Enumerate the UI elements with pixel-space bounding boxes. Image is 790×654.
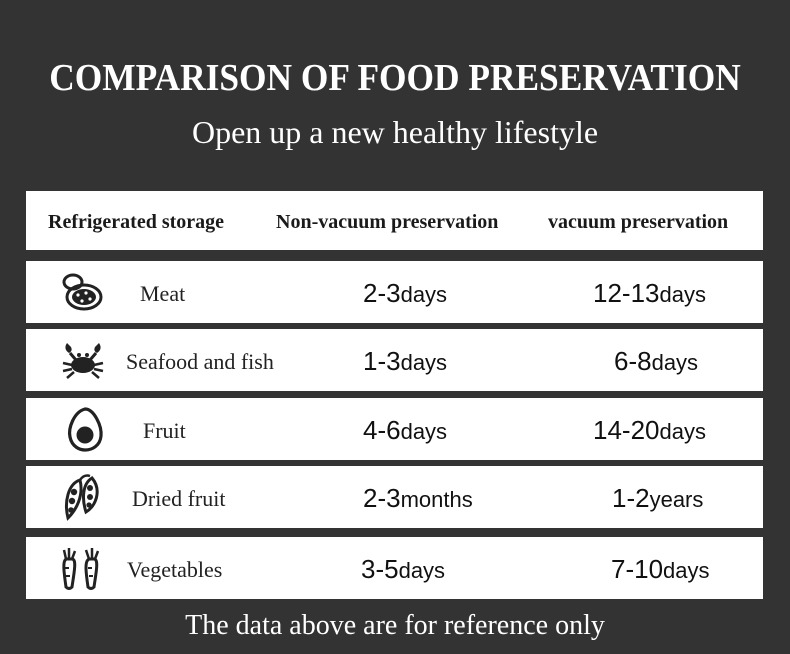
- food-name: Fruit: [143, 418, 186, 443]
- footer-note: The data above are for reference only: [185, 610, 605, 641]
- table-row-dried-fruit: Dried fruit 2-3months 1-2years: [26, 466, 763, 528]
- crab-icon: [58, 335, 108, 385]
- non-vacuum-value: 1-3days: [363, 346, 448, 376]
- peapod-icon: [58, 472, 108, 522]
- page-subtitle: Open up a new healthy lifestyle: [191, 114, 599, 150]
- header-refrigerated-storage: Refrigerated storage: [48, 211, 225, 233]
- meat-icon: [56, 267, 106, 317]
- food-name: Vegetables: [127, 557, 223, 582]
- table-row-seafood: Seafood and fish 1-3days 6-8days: [26, 329, 763, 391]
- food-name: Dried fruit: [132, 486, 226, 511]
- table-row-fruit: Fruit 4-6days 14-20days: [26, 398, 763, 460]
- non-vacuum-value: 4-6days: [363, 415, 448, 445]
- table-row-meat: Meat 2-3days 12-13days: [26, 261, 763, 323]
- vacuum-value: 12-13days: [593, 278, 706, 308]
- table-row-vegetables: Vegetables 3-5days 7-10days: [26, 537, 763, 599]
- table-header: Refrigerated storage Non-vacuum preserva…: [26, 191, 763, 250]
- page-title: COMPARISON OF FOOD PRESERVATION: [49, 57, 741, 99]
- carrot-icon: [56, 543, 106, 593]
- header-non-vacuum: Non-vacuum preservation: [276, 211, 499, 233]
- food-name: Seafood and fish: [126, 349, 274, 374]
- vacuum-value: 6-8days: [614, 346, 699, 376]
- header-vacuum: vacuum preservation: [548, 211, 729, 233]
- non-vacuum-value: 2-3days: [363, 278, 448, 308]
- non-vacuum-value: 3-5days: [361, 554, 446, 584]
- non-vacuum-value: 2-3months: [363, 483, 473, 513]
- vacuum-value: 7-10days: [611, 554, 710, 584]
- vacuum-value: 14-20days: [593, 415, 706, 445]
- vacuum-value: 1-2years: [612, 483, 704, 513]
- food-name: Meat: [140, 281, 186, 306]
- avocado-icon: [60, 404, 110, 454]
